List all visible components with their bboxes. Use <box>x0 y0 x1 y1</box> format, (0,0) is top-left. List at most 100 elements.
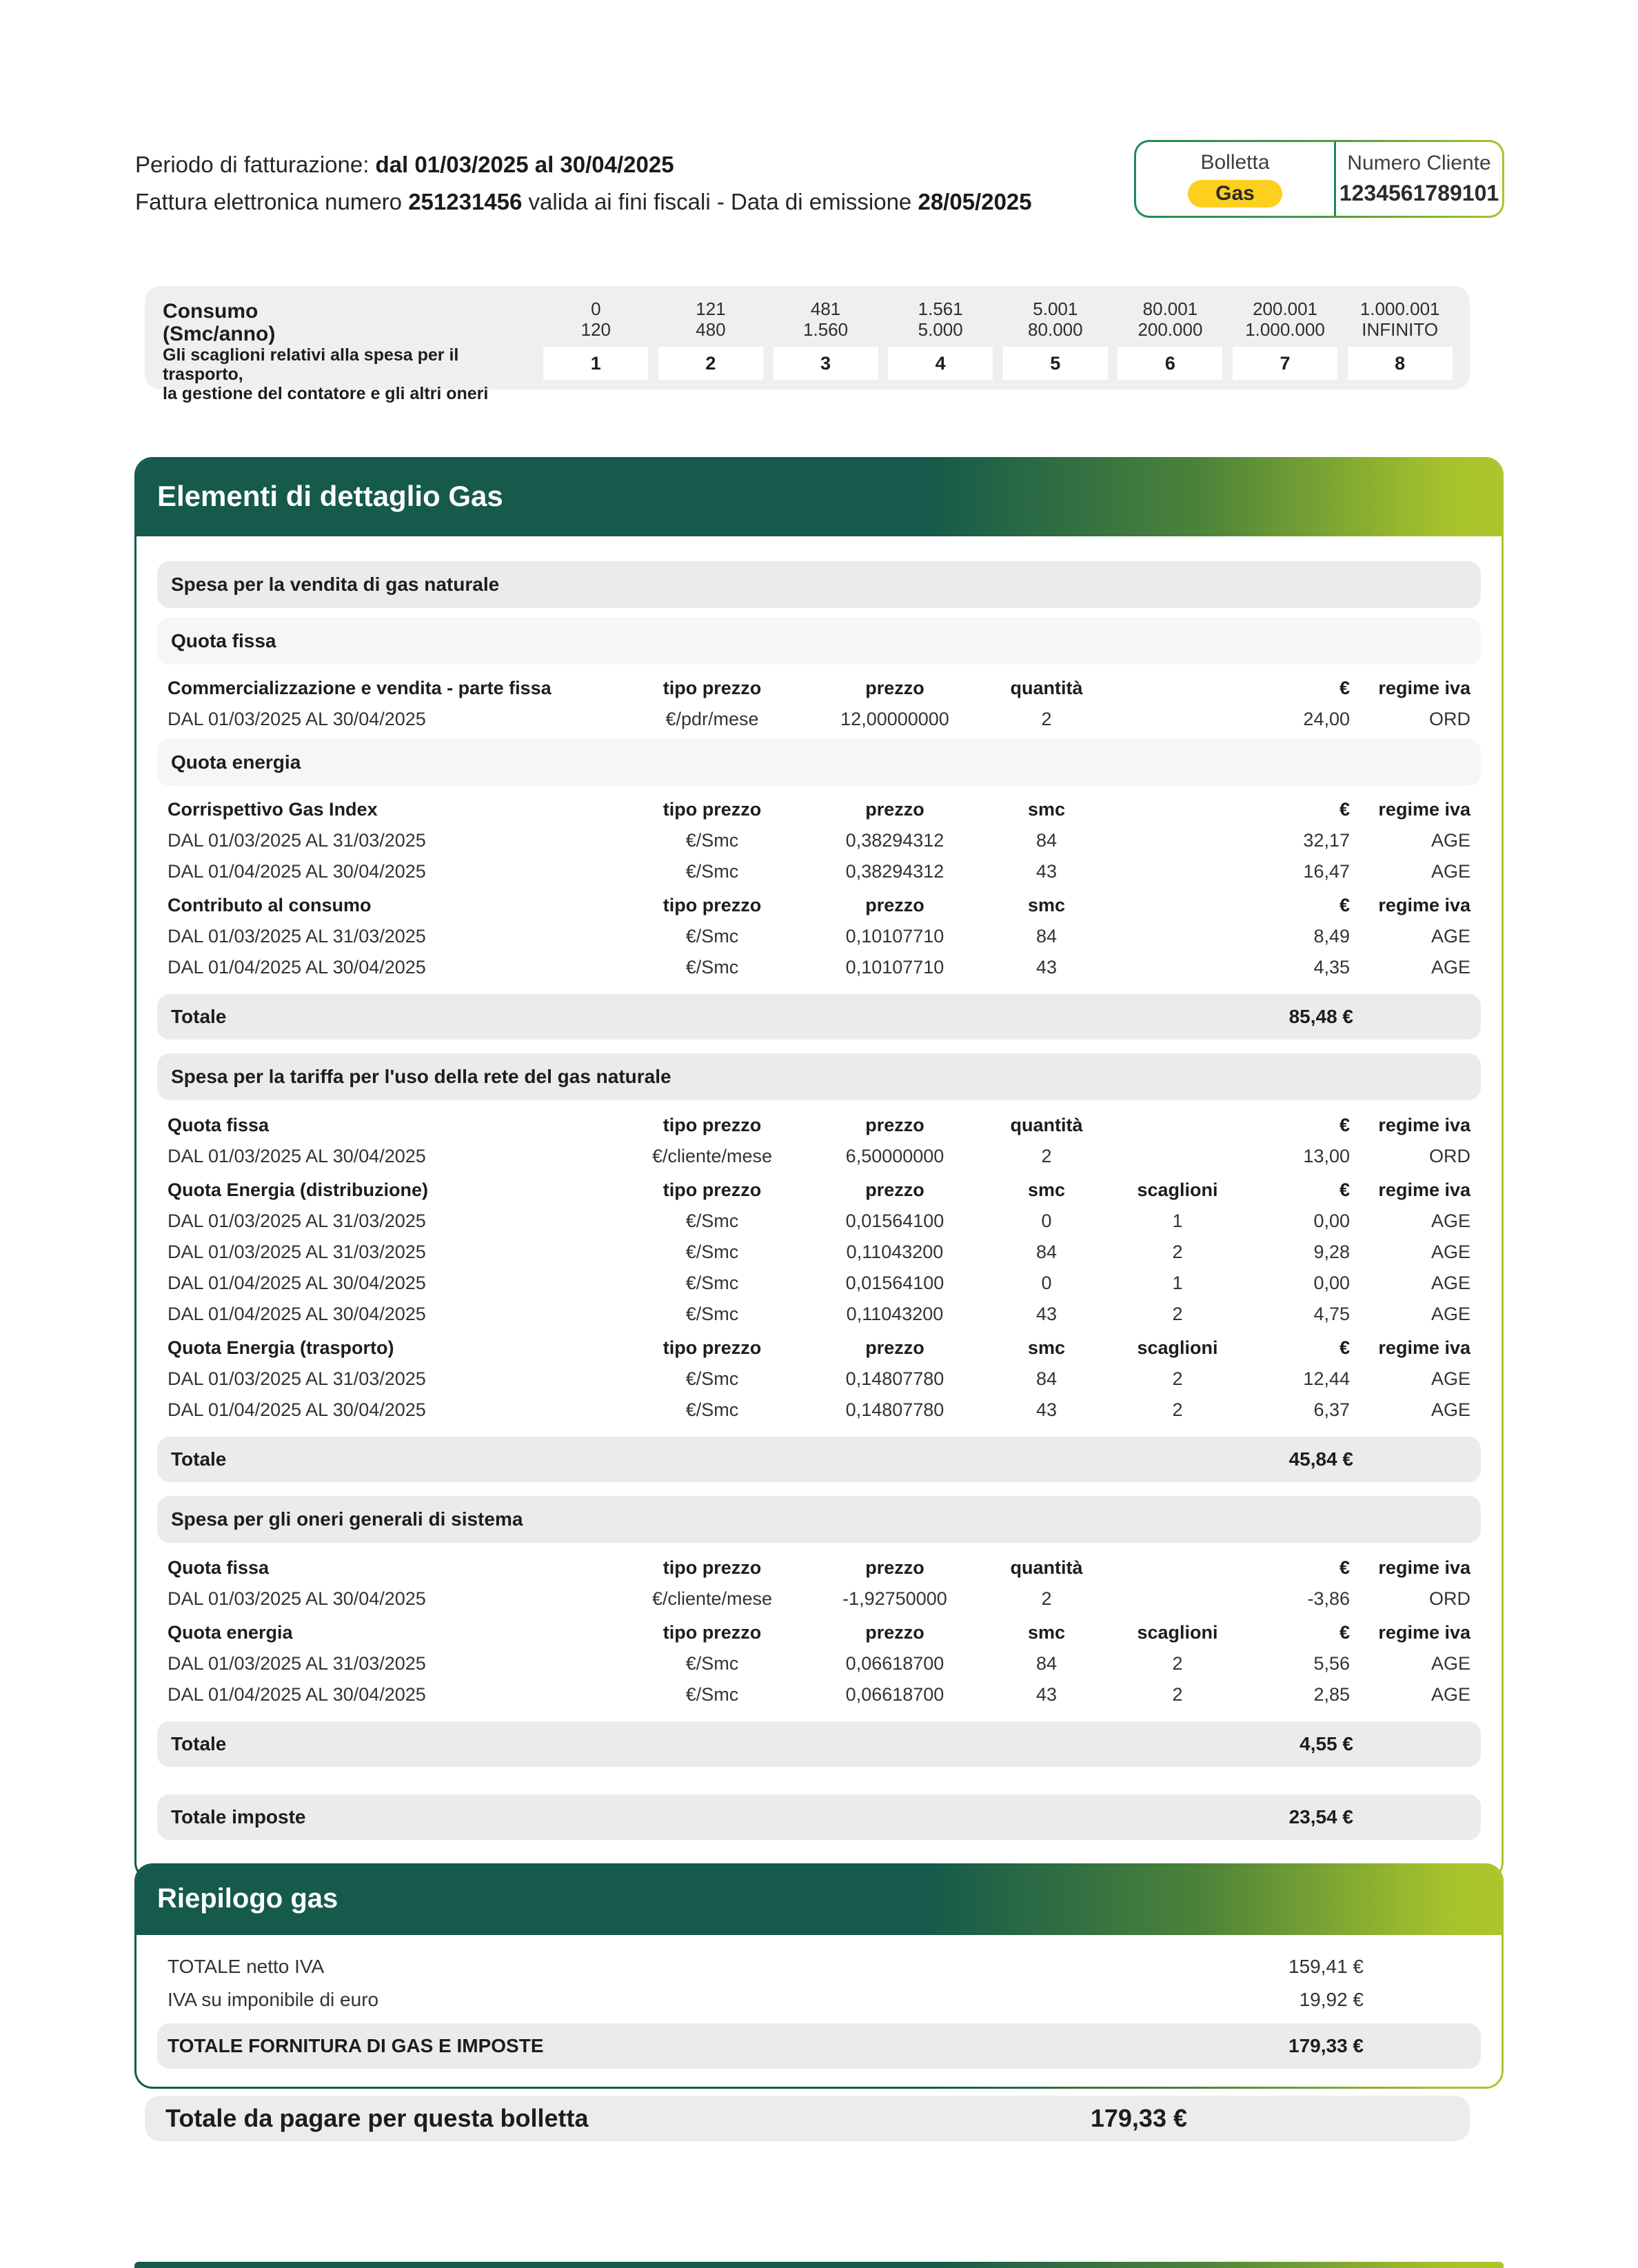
bill-type-badge-inner: Bolletta Gas Numero Cliente 123456178910… <box>1136 142 1502 216</box>
cell-scaglioni: 2 <box>1172 1399 1183 1420</box>
table-row: DAL 01/04/2025 AL 30/04/2025 €/Smc 0,14807… <box>157 1395 1481 1426</box>
column-header: scaglioni <box>1137 1622 1218 1643</box>
invoice-middle: valida ai fini fiscali - Data di emissio… <box>522 189 918 214</box>
table-header-row: Quota fissa tipo prezzo prezzo quantità € reg… <box>157 1110 1481 1141</box>
column-header: smc <box>1027 1622 1066 1643</box>
cell-regime-iva: AGE <box>1430 1368 1470 1389</box>
cell-regime-iva: AGE <box>1430 1273 1470 1293</box>
customer-number-label: Numero Cliente <box>1347 152 1491 174</box>
column-header: prezzo <box>865 1337 924 1358</box>
column-header: tipo prezzo <box>663 1179 762 1200</box>
cell-quantita: 43 <box>1035 1684 1058 1705</box>
cell-tipo-prezzo: €/cliente/mese <box>651 1146 773 1166</box>
total-value: 4,55 € <box>1300 1733 1353 1754</box>
detail-section-inner: Elementi di dettaglio Gas Spesa per la v… <box>136 459 1502 1879</box>
cell-regime-iva: ORD <box>1429 1146 1470 1166</box>
column-header-label: Quota energia <box>168 1622 293 1643</box>
cell-prezzo: 0,14807780 <box>845 1368 944 1389</box>
cell-regime-iva: ORD <box>1429 709 1470 729</box>
column-header: tipo prezzo <box>663 678 762 698</box>
column-header: smc <box>1027 895 1066 915</box>
cell-tipo-prezzo: €/Smc <box>685 1399 739 1420</box>
row-label: DAL 01/04/2025 AL 30/04/2025 <box>168 1304 426 1324</box>
cell-euro: 4,35 <box>1313 957 1350 978</box>
tier-range: 0 120 <box>581 297 611 340</box>
row-label: DAL 01/03/2025 AL 30/04/2025 <box>168 709 426 729</box>
tier-min-value: 481 <box>810 298 841 319</box>
cell-quantita: 43 <box>1035 1304 1058 1324</box>
tier-max-value: 1.000.000 <box>1245 319 1325 340</box>
cell-tipo-prezzo: €/Smc <box>685 1304 739 1324</box>
total-bar: Totale imposte 23,54 € <box>157 1794 1481 1840</box>
tier-min-value: 5.001 <box>1033 298 1078 319</box>
billing-period-label: Periodo di fatturazione: <box>135 152 376 177</box>
column-header: smc <box>1027 799 1066 820</box>
consumo-tier: 5.001 80.000 5 <box>998 297 1113 380</box>
table-row: DAL 01/03/2025 AL 31/03/2025 €/Smc 0,11043… <box>157 1237 1481 1268</box>
consumo-tiers-table: Consumo (Smc/anno) Gli scaglioni relativ… <box>145 286 1470 403</box>
column-header: regime iva <box>1378 1115 1470 1135</box>
cell-quantita: 2 <box>1041 1146 1052 1166</box>
row-label: DAL 01/04/2025 AL 30/04/2025 <box>168 957 426 978</box>
scaglioni-caption: Gli scaglioni relativi alla spesa per il… <box>163 345 538 403</box>
cell-prezzo: 0,38294312 <box>845 830 944 851</box>
cell-prezzo: 6,50000000 <box>845 1146 944 1166</box>
column-header: regime iva <box>1378 895 1470 915</box>
tier-max-value: 80.000 <box>1028 319 1083 340</box>
column-header: regime iva <box>1378 1622 1470 1643</box>
cell-tipo-prezzo: €/Smc <box>685 1684 739 1705</box>
cell-regime-iva: AGE <box>1430 1653 1470 1674</box>
table-header-row: Quota energia tipo prezzo prezzo smc scaglio… <box>157 1617 1481 1648</box>
table-row: DAL 01/03/2025 AL 30/04/2025 €/pdr/mese 12… <box>157 704 1481 735</box>
total-bar: Totale 45,84 € <box>157 1437 1481 1482</box>
table-header-row: Commercializzazione e vendita - parte fi… <box>157 673 1481 704</box>
detail-body: Spesa per la vendita di gas naturale Quot… <box>136 536 1502 1879</box>
cell-tipo-prezzo: €/cliente/mese <box>651 1588 773 1609</box>
column-header: prezzo <box>865 678 924 698</box>
cell-quantita: 43 <box>1035 1399 1058 1420</box>
cell-euro: -3,86 <box>1307 1588 1350 1609</box>
invoice-line: Fattura elettronica numero 251231456 val… <box>135 183 1032 221</box>
row-label: DAL 01/03/2025 AL 30/04/2025 <box>168 1588 426 1609</box>
cell-quantita: 43 <box>1035 957 1058 978</box>
column-header: € <box>1339 1622 1350 1643</box>
cell-prezzo: 0,01564100 <box>845 1211 944 1231</box>
riepilogo-row-value: 179,33 € <box>1288 2035 1364 2056</box>
cell-euro: 13,00 <box>1303 1146 1350 1166</box>
tier-number-box: 8 <box>1347 347 1453 380</box>
tier-max-value: 480 <box>696 319 726 340</box>
cell-quantita: 84 <box>1035 1653 1058 1674</box>
riepilogo-row-value: 159,41 € <box>1288 1956 1364 1977</box>
riepilogo-row-label: TOTALE FORNITURA DI GAS E IMPOSTE <box>168 2035 544 2056</box>
cell-quantita: 0 <box>1041 1273 1052 1293</box>
cell-tipo-prezzo: €/Smc <box>685 1273 739 1293</box>
total-label: Totale imposte <box>171 1806 306 1827</box>
cell-quantita: 84 <box>1035 1368 1058 1389</box>
column-header: € <box>1339 1337 1350 1358</box>
tier-range: 121 480 <box>696 297 725 340</box>
row-label: DAL 01/03/2025 AL 31/03/2025 <box>168 1653 426 1674</box>
invoice-prefix: Fattura elettronica numero <box>135 189 409 214</box>
cell-regime-iva: AGE <box>1430 1242 1470 1262</box>
cell-regime-iva: AGE <box>1430 861 1470 882</box>
table-header-row: Contributo al consumo tipo prezzo prezzo sm… <box>157 890 1481 921</box>
column-header: scaglioni <box>1137 1179 1218 1200</box>
cell-quantita: 84 <box>1035 1242 1058 1262</box>
row-label: DAL 01/04/2025 AL 30/04/2025 <box>168 1273 426 1293</box>
column-header: tipo prezzo <box>663 895 762 915</box>
tier-range: 5.001 80.000 <box>1028 297 1083 340</box>
billing-period-line: Periodo di fatturazione: dal 01/03/2025 … <box>135 146 1032 183</box>
group-band: Quota fissa <box>157 618 1481 665</box>
cell-prezzo: 0,11043200 <box>846 1304 944 1324</box>
column-header: tipo prezzo <box>663 1115 762 1135</box>
invoice-number: 251231456 <box>408 189 523 214</box>
riepilogo-row: TOTALE FORNITURA DI GAS E IMPOSTE 179,33 … <box>157 2023 1481 2069</box>
cell-euro: 0,00 <box>1313 1273 1350 1293</box>
cell-quantita: 84 <box>1035 830 1058 851</box>
cell-euro: 0,00 <box>1313 1211 1350 1231</box>
consumo-labels: Consumo (Smc/anno) Gli scaglioni relativ… <box>163 297 538 403</box>
tier-min-value: 200.001 <box>1253 298 1318 319</box>
cell-tipo-prezzo: €/Smc <box>685 1368 739 1389</box>
cell-prezzo: -1,92750000 <box>842 1588 947 1609</box>
tier-range: 1.000.001 INFINITO <box>1360 297 1440 340</box>
